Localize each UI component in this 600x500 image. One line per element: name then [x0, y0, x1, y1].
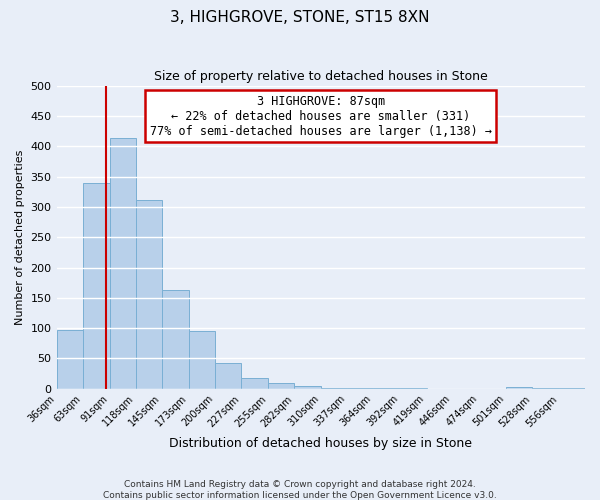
- Bar: [110, 138, 136, 389]
- Bar: [268, 382, 294, 389]
- Bar: [400, 388, 427, 389]
- Bar: [189, 331, 215, 389]
- Bar: [136, 200, 162, 389]
- Bar: [506, 387, 532, 389]
- Bar: [162, 290, 189, 389]
- Bar: [373, 388, 400, 389]
- Bar: [532, 388, 559, 389]
- Y-axis label: Number of detached properties: Number of detached properties: [15, 150, 25, 325]
- Bar: [56, 330, 83, 389]
- Text: 3, HIGHGROVE, STONE, ST15 8XN: 3, HIGHGROVE, STONE, ST15 8XN: [170, 10, 430, 25]
- Bar: [321, 388, 347, 389]
- Bar: [347, 388, 373, 389]
- Bar: [83, 182, 110, 389]
- X-axis label: Distribution of detached houses by size in Stone: Distribution of detached houses by size …: [169, 437, 472, 450]
- Bar: [215, 364, 241, 389]
- Text: 3 HIGHGROVE: 87sqm
← 22% of detached houses are smaller (331)
77% of semi-detach: 3 HIGHGROVE: 87sqm ← 22% of detached hou…: [150, 94, 492, 138]
- Bar: [241, 378, 268, 389]
- Title: Size of property relative to detached houses in Stone: Size of property relative to detached ho…: [154, 70, 488, 83]
- Text: Contains HM Land Registry data © Crown copyright and database right 2024.
Contai: Contains HM Land Registry data © Crown c…: [103, 480, 497, 500]
- Bar: [559, 388, 585, 389]
- Bar: [294, 386, 321, 389]
